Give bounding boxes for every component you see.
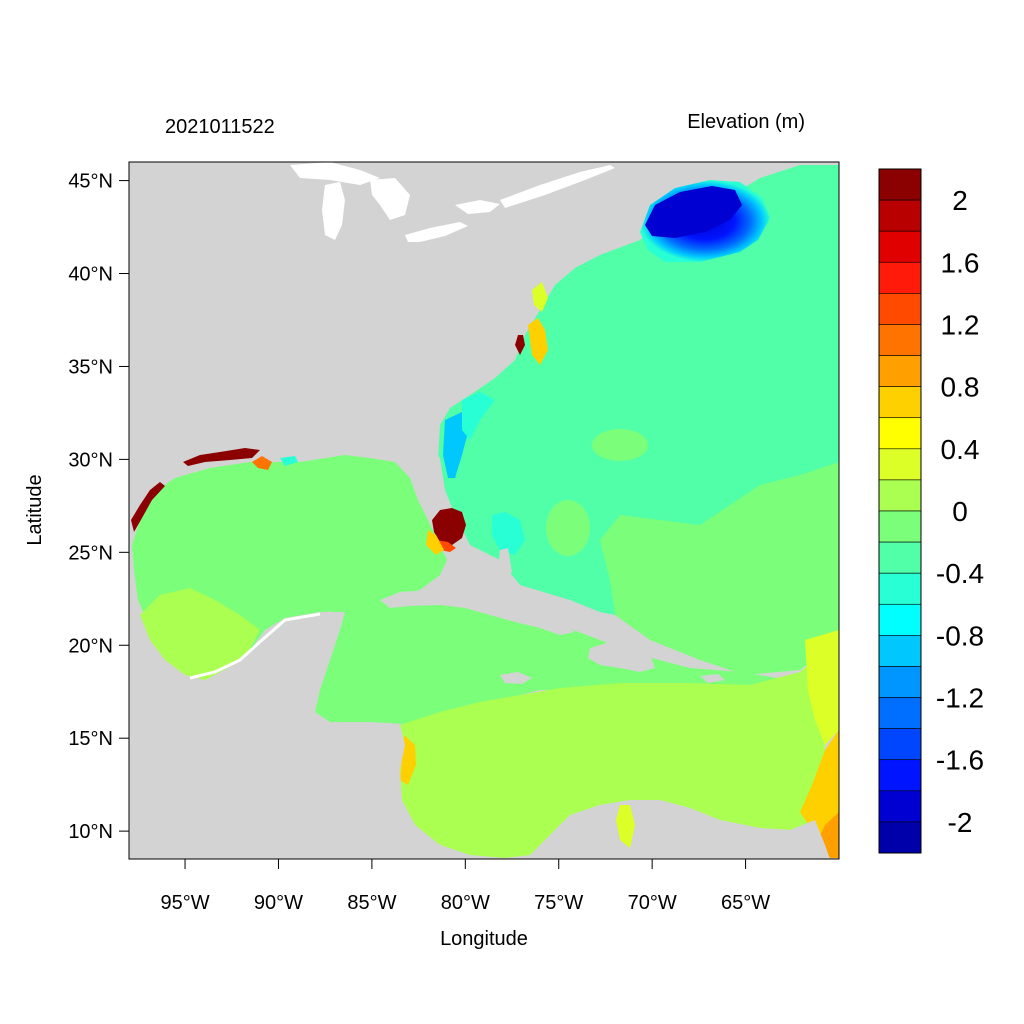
colorbar-label: -1.6 <box>936 745 984 776</box>
timestamp-label: 2021011522 <box>165 116 275 138</box>
mexico-coast-white <box>189 612 321 680</box>
map-frame <box>128 161 840 860</box>
y-axis-ticks: 10°N 15°N 20°N 25°N 30°N 35°N 40°N 45°N <box>68 171 129 843</box>
louisiana-delta-teal <box>280 456 298 466</box>
ocean-caribbean <box>315 595 800 725</box>
florida-land <box>410 448 445 520</box>
variable-title: Elevation (m) <box>687 111 805 133</box>
colorbar-swatch <box>878 261 922 294</box>
colorbar-swatch <box>878 386 922 419</box>
colorbar-swatch <box>878 417 922 450</box>
colorbar-swatch <box>878 759 922 792</box>
louisiana-coast-high <box>183 448 260 466</box>
ocean-caribbean-south <box>400 640 839 858</box>
colorbar-swatch <box>878 230 922 263</box>
colorbar-label: 0 <box>952 496 968 527</box>
central-america-land <box>129 712 500 859</box>
colorbar-label: -0.4 <box>936 558 984 589</box>
southeast-coast-low-2 <box>462 392 495 440</box>
colorbar-swatch <box>878 603 922 636</box>
x-axis-label: Longitude <box>440 928 528 950</box>
colorbar-label: -2 <box>948 807 973 838</box>
chesapeake-high-2 <box>532 282 548 312</box>
colorbar-swatch <box>878 448 922 481</box>
colorbar-swatch <box>878 293 922 325</box>
colorbar-swatch <box>878 572 922 605</box>
jamaica-land <box>500 672 532 684</box>
y-tick-label: 20°N <box>68 635 113 657</box>
colorbar-swatch <box>878 510 922 543</box>
colorbar-swatch <box>878 666 922 698</box>
colorbar-swatch <box>878 697 922 729</box>
colorbar-label: 2 <box>952 185 968 216</box>
x-tick-label: 75°W <box>534 892 583 914</box>
florida-high-elevation <box>432 508 466 545</box>
lake-ontario <box>455 200 500 214</box>
puerto-rico-land <box>700 674 725 683</box>
colorbar-label: 1.6 <box>941 247 980 278</box>
x-tick-label: 85°W <box>347 892 396 914</box>
y-tick-label: 40°N <box>68 264 113 286</box>
map-panel <box>129 162 839 859</box>
colorbar-label: 0.8 <box>941 372 980 403</box>
x-tick-label: 95°W <box>160 892 209 914</box>
y-tick-label: 30°N <box>68 449 113 471</box>
colorbar-swatch <box>878 541 922 574</box>
colorbar-frame <box>878 168 922 854</box>
colorbar-swatch <box>878 790 922 823</box>
colorbar-label: 1.2 <box>941 309 980 340</box>
lake-superior <box>290 162 380 185</box>
y-tick-label: 10°N <box>68 821 113 843</box>
x-tick-label: 65°W <box>721 892 770 914</box>
colorbar-label: -0.8 <box>936 620 984 651</box>
bahamas-shallows <box>492 512 525 555</box>
lake-michigan <box>322 182 345 240</box>
ocean-atlantic-patch <box>592 429 648 461</box>
y-tick-label: 15°N <box>68 728 113 750</box>
y-tick-label: 45°N <box>68 171 113 193</box>
louisiana-delta-orange <box>252 456 272 470</box>
hispaniola-land <box>588 642 655 672</box>
x-tick-label: 70°W <box>628 892 677 914</box>
south-america-land <box>530 800 830 859</box>
colorbar-label: -1.2 <box>936 683 984 714</box>
ocean-atlantic-patch-2 <box>546 500 590 556</box>
yucatan-land <box>260 612 345 712</box>
colorbar-swatch <box>878 355 922 387</box>
texas-coast-high <box>131 482 165 532</box>
gulf-of-maine-core <box>645 186 742 238</box>
maracaibo-high <box>616 805 635 848</box>
bay-of-campeche <box>140 588 260 680</box>
chesapeake-red <box>515 335 525 355</box>
chesapeake-high <box>528 318 548 365</box>
colorbar-swatch <box>878 168 922 201</box>
y-axis-label: Latitude <box>24 474 46 545</box>
lake-huron <box>370 178 410 220</box>
florida-west-coast <box>426 530 444 555</box>
x-tick-label: 80°W <box>441 892 490 914</box>
colorbar: 2 1.6 1.2 0.8 0.4 0 -0.4 -0.8 -1.2 -1.6 -2 <box>878 168 984 854</box>
y-tick-label: 35°N <box>68 356 113 378</box>
ocean-atlantic-east-lobe <box>600 462 839 675</box>
colorbar-label: 0.4 <box>941 434 980 465</box>
x-axis-ticks: 95°W 90°W 85°W 80°W 75°W 70°W 65°W <box>160 859 770 914</box>
st-lawrence <box>500 165 615 208</box>
colorbar-swatch <box>878 728 922 761</box>
lesser-antilles-high <box>805 630 839 745</box>
colorbar-swatch <box>878 479 922 512</box>
colorbar-swatch <box>878 821 922 854</box>
y-tick-label: 25°N <box>68 542 113 564</box>
bahamas-islands <box>498 548 512 578</box>
x-tick-label: 90°W <box>254 892 303 914</box>
colorbar-swatch <box>878 199 922 232</box>
colorbar-swatch <box>878 635 922 667</box>
colorbar-swatch <box>878 324 922 356</box>
cuba-land <box>380 590 575 635</box>
lake-erie <box>405 222 468 242</box>
